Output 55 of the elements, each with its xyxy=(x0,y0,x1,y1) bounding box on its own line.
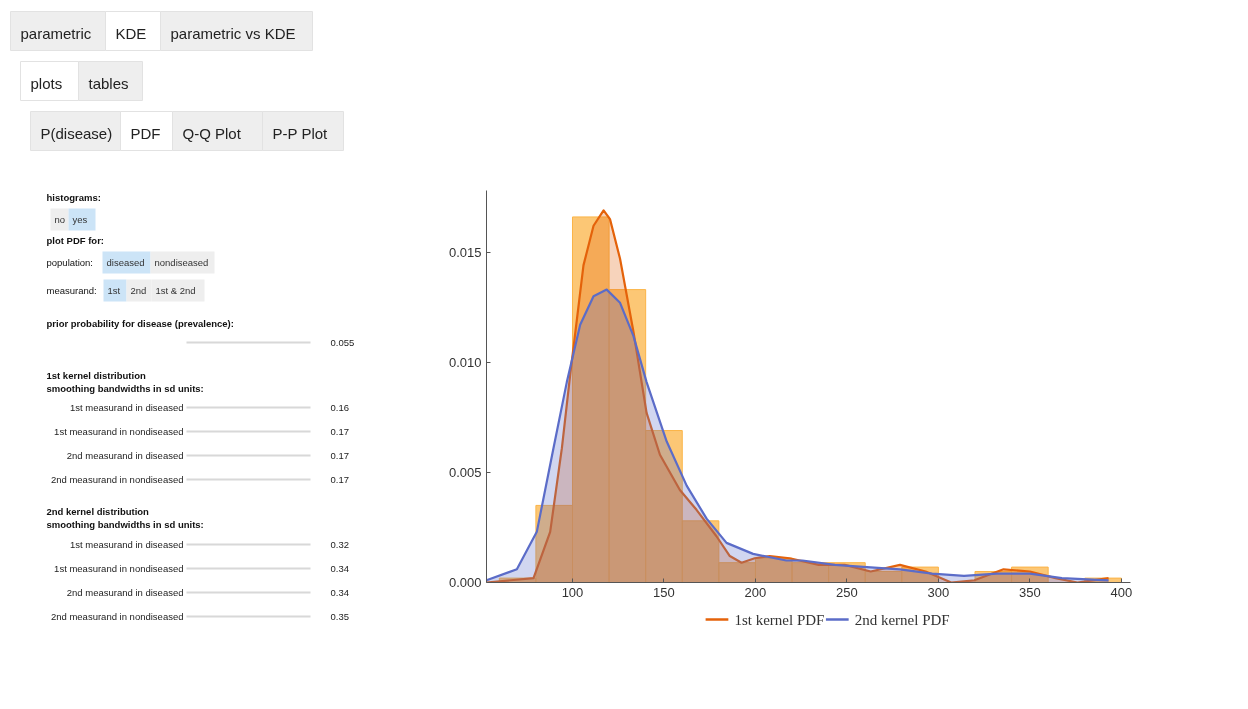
text: 0.055 xyxy=(330,336,355,348)
text: smoothing bandwidths in sd units: xyxy=(46,519,204,530)
y-tick-label: 0.010 xyxy=(448,354,482,370)
text: population: xyxy=(46,257,93,268)
text: 2nd measurand in diseased xyxy=(66,450,184,461)
text: KDE xyxy=(115,25,147,42)
text: 2nd measurand in diseased xyxy=(66,587,184,598)
text: 1st measurand in nondiseased xyxy=(54,563,184,574)
text: parametric xyxy=(20,25,92,42)
text: diseased xyxy=(106,257,145,268)
text: 2nd kernel distribution xyxy=(46,506,150,517)
text: 0.16 xyxy=(330,401,349,413)
y-tick-label: 0.015 xyxy=(448,244,482,260)
text: measurand: xyxy=(46,285,97,296)
text: PDF xyxy=(130,125,161,142)
x-tick-label: 250 xyxy=(836,584,858,600)
text: 2nd measurand in nondiseased xyxy=(50,474,184,485)
text: 1st measurand in diseased xyxy=(69,539,184,550)
text: tables xyxy=(88,75,129,92)
x-tick-label: 150 xyxy=(653,584,675,600)
legend-label: 2nd kernel PDF xyxy=(854,611,950,628)
text: 0.17 xyxy=(330,425,349,437)
y-tick-label: 0.005 xyxy=(448,464,482,480)
text: 0.17 xyxy=(330,449,349,461)
text: 0.34 xyxy=(330,586,349,598)
x-tick-label: 400 xyxy=(1110,584,1133,600)
x-tick-label: 100 xyxy=(561,584,584,600)
text: P(disease) xyxy=(40,125,113,142)
text: 0.17 xyxy=(330,473,349,485)
text: P-P Plot xyxy=(272,125,329,142)
text: Q-Q Plot xyxy=(182,125,242,142)
y-tick-label: 0.000 xyxy=(448,575,482,590)
text: 0.32 xyxy=(330,538,349,550)
text: 2nd measurand in nondiseased xyxy=(50,611,184,622)
x-tick-label: 200 xyxy=(744,584,767,600)
text: smoothing bandwidths in sd units: xyxy=(46,383,204,394)
text: plot PDF for: xyxy=(46,235,105,246)
text: 1st measurand in nondiseased xyxy=(54,426,184,437)
text: histograms: xyxy=(46,192,101,203)
text: 1st kernel distribution xyxy=(46,370,146,381)
text: plots xyxy=(30,75,63,92)
text: prior probability for disease (prevalence): xyxy=(46,318,234,329)
text: parametric vs KDE xyxy=(170,25,296,42)
text: no xyxy=(54,214,66,225)
text: yes xyxy=(72,214,88,225)
text: 1st & 2nd xyxy=(155,285,196,296)
text: 2nd xyxy=(130,285,147,296)
text: 1st measurand in diseased xyxy=(69,402,184,413)
text: 0.34 xyxy=(330,562,349,574)
text: 0.35 xyxy=(330,610,349,622)
text: 1st xyxy=(107,285,121,296)
text: nondiseased xyxy=(154,257,209,268)
legend-label: 1st kernel PDF xyxy=(734,611,825,628)
x-tick-label: 300 xyxy=(927,584,950,600)
x-tick-label: 350 xyxy=(1019,584,1041,600)
